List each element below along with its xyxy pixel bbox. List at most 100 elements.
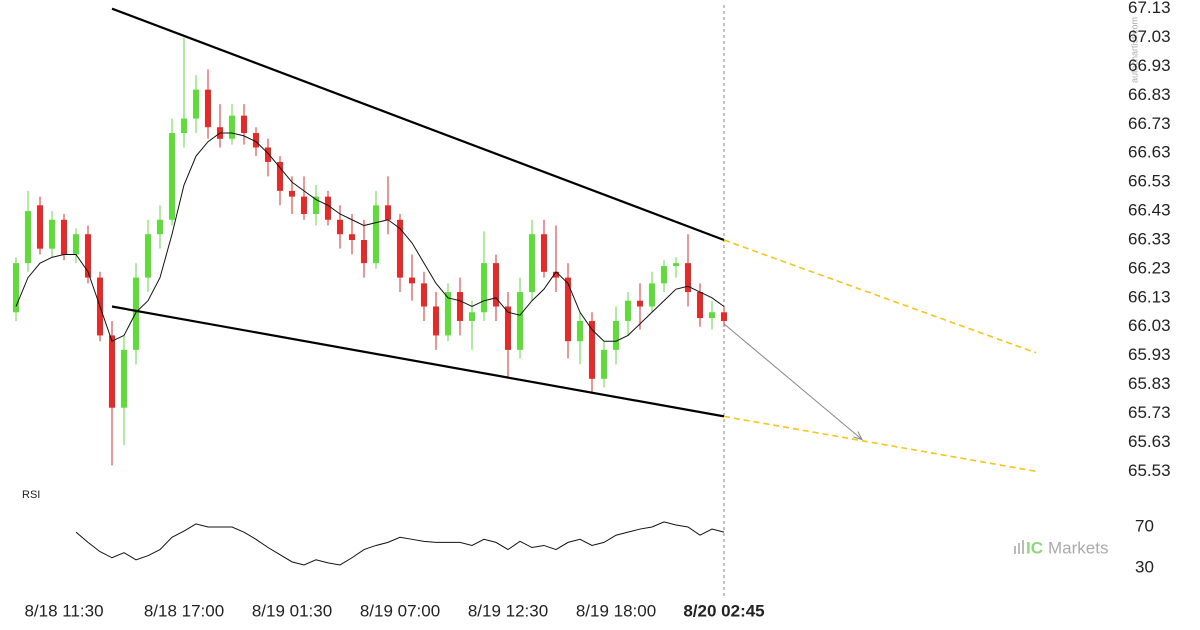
x-tick-label: 8/18 17:00 (144, 601, 224, 620)
y-tick-label: 66.63 (1128, 143, 1171, 162)
candle-body (73, 234, 79, 255)
candle-body (133, 277, 139, 350)
candle-body (409, 277, 415, 284)
candle-body (397, 219, 403, 278)
x-tick-label: 8/19 18:00 (576, 601, 656, 620)
y-tick-label: 66.93 (1128, 56, 1171, 75)
candle-body (709, 312, 715, 319)
candle-body (697, 292, 703, 319)
arrow-head (853, 431, 863, 441)
panel-title: RSI (22, 489, 40, 501)
candle-body (325, 196, 331, 220)
y-tick-label: 30 (1135, 557, 1154, 576)
candle-body (301, 196, 307, 214)
candle-body (421, 283, 427, 307)
y-tick-label: 66.33 (1128, 229, 1171, 248)
moving-average (15, 132, 725, 342)
candle-body (613, 320, 619, 350)
candle-body (181, 118, 187, 134)
candle-body (493, 263, 499, 307)
candle-body (253, 133, 259, 148)
candle-body (277, 161, 283, 191)
candle-body (265, 147, 271, 162)
candle-body (37, 205, 43, 249)
y-tick-label: 66.23 (1128, 258, 1171, 277)
candle-body (121, 349, 127, 408)
y-tick-label: 65.73 (1128, 403, 1171, 422)
candle-body (673, 263, 679, 267)
candle-body (241, 115, 247, 134)
forecast-arrow (723, 323, 863, 440)
candle-body (721, 312, 727, 321)
logo-bar (1018, 543, 1020, 554)
candle-body (457, 292, 463, 321)
candle-body (517, 292, 523, 350)
candle-body (109, 335, 115, 408)
candle-body (337, 219, 343, 235)
candle-body (157, 219, 163, 235)
x-tick-label: 8/18 11:30 (24, 601, 103, 620)
candle-body (193, 89, 199, 119)
candle-body (85, 234, 91, 278)
candle-body (529, 234, 535, 293)
candle-body (637, 300, 643, 307)
x-tick-label: 8/19 01:30 (252, 601, 332, 620)
candle-body (49, 219, 55, 249)
y-tick-label: 67.03 (1128, 27, 1171, 46)
y-tick-label: 65.63 (1128, 432, 1171, 451)
y-tick-label: 65.53 (1128, 461, 1171, 480)
logo-text: Markets (1048, 538, 1108, 557)
candle-body (289, 190, 295, 197)
rsi-line (75, 521, 725, 566)
y-tick-label: 65.83 (1128, 374, 1171, 393)
y-tick-label: 67.13 (1128, 0, 1171, 17)
candle-body (661, 266, 667, 284)
candle-body (349, 234, 355, 240)
y-tick-label: 65.93 (1128, 345, 1171, 364)
candle-body (649, 283, 655, 307)
candle-body (373, 205, 379, 264)
candle-body (481, 263, 487, 313)
x-tick-label: 8/20 02:45 (683, 601, 764, 620)
candle-body (61, 219, 67, 255)
y-tick-label: 66.83 (1128, 85, 1171, 104)
candle-body (25, 211, 31, 264)
candle-body (313, 196, 319, 214)
y-tick-label: 70 (1135, 517, 1154, 536)
candle-body (541, 234, 547, 272)
candle-body (433, 306, 439, 336)
y-tick-label: 66.13 (1128, 287, 1171, 306)
logo: IC Markets (1014, 538, 1108, 557)
candle-body (589, 320, 595, 379)
logo-bar (1014, 546, 1016, 554)
x-tick-label: 8/19 12:30 (468, 601, 548, 620)
candle-body (601, 349, 607, 379)
x-tick-label: 8/19 07:00 (360, 601, 440, 620)
projection (723, 239, 1037, 354)
candle-body (685, 263, 691, 293)
y-tick-label: 66.03 (1128, 316, 1171, 335)
logo-bar (1022, 540, 1024, 554)
logo-mark: IC (1026, 538, 1043, 557)
candle-body (205, 89, 211, 128)
candle-body (625, 300, 631, 321)
candle-body (13, 263, 19, 313)
candle-body (169, 133, 175, 220)
trendline (111, 7, 725, 242)
candle-body (445, 292, 451, 336)
trendline (111, 305, 725, 418)
candle-body (469, 312, 475, 321)
candle-body (505, 306, 511, 350)
y-tick-label: 66.43 (1128, 201, 1171, 220)
candle-body (145, 234, 151, 278)
watermark: autochartist.com (1129, 17, 1139, 83)
y-tick-label: 66.73 (1128, 114, 1171, 133)
projection (723, 415, 1037, 473)
candle-body (361, 240, 367, 264)
candle-body (385, 205, 391, 220)
y-tick-label: 66.53 (1128, 172, 1171, 191)
candle-body (577, 320, 583, 342)
candle-body (565, 277, 571, 342)
